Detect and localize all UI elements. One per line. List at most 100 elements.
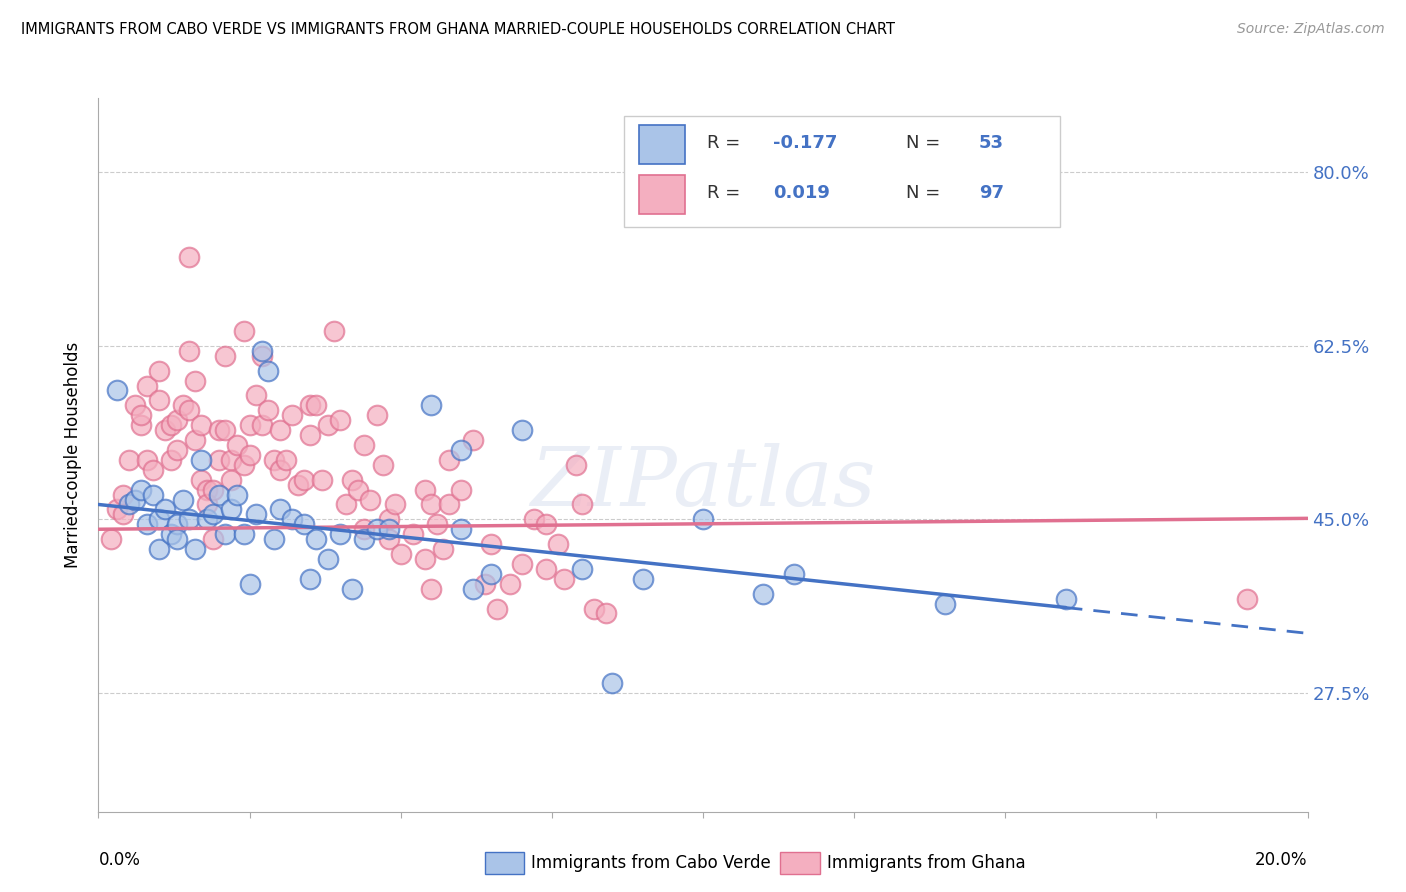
Point	[124, 398, 146, 412]
Point	[135, 378, 157, 392]
Point	[281, 409, 304, 423]
Point	[752, 587, 775, 601]
Point	[534, 562, 557, 576]
Point	[602, 676, 624, 690]
Point	[111, 508, 134, 522]
Point	[631, 572, 654, 586]
Point	[353, 438, 375, 452]
Point	[232, 458, 254, 472]
Point	[510, 557, 533, 571]
Point	[366, 409, 388, 423]
Point	[166, 517, 188, 532]
Point	[360, 492, 382, 507]
Point	[221, 502, 243, 516]
Point	[299, 428, 322, 442]
Point	[342, 473, 364, 487]
Point	[437, 498, 460, 512]
Point	[202, 532, 225, 546]
Point	[208, 453, 231, 467]
Point	[329, 413, 352, 427]
Point	[195, 512, 218, 526]
FancyBboxPatch shape	[638, 175, 685, 214]
Point	[263, 532, 285, 546]
Point	[292, 517, 315, 532]
Point	[256, 403, 278, 417]
Point	[214, 423, 236, 437]
Point	[783, 566, 806, 581]
Point	[179, 512, 201, 526]
Text: 0.019: 0.019	[773, 184, 830, 202]
Point	[347, 483, 370, 497]
Point	[239, 576, 262, 591]
Text: Source: ZipAtlas.com: Source: ZipAtlas.com	[1237, 22, 1385, 37]
Text: R =: R =	[707, 134, 745, 152]
Point	[129, 409, 152, 423]
Point	[316, 418, 339, 433]
Point	[426, 517, 449, 532]
Point	[179, 403, 201, 417]
Point	[214, 527, 236, 541]
Text: -0.177: -0.177	[773, 134, 838, 152]
Point	[148, 393, 170, 408]
Point	[263, 453, 285, 467]
Point	[1054, 591, 1077, 606]
Point	[323, 324, 346, 338]
Point	[692, 512, 714, 526]
Point	[510, 423, 533, 437]
Point	[202, 508, 225, 522]
Point	[366, 522, 388, 536]
Text: N =: N =	[905, 184, 946, 202]
Point	[420, 582, 443, 596]
FancyBboxPatch shape	[638, 125, 685, 164]
Point	[389, 547, 412, 561]
Point	[190, 473, 212, 487]
Point	[583, 601, 606, 615]
Point	[118, 453, 141, 467]
Point	[226, 487, 249, 501]
Point	[287, 477, 309, 491]
Point	[195, 498, 218, 512]
Point	[208, 423, 231, 437]
Point	[547, 537, 569, 551]
Point	[571, 498, 593, 512]
Point	[371, 458, 394, 472]
Text: R =: R =	[707, 184, 745, 202]
Point	[335, 498, 357, 512]
Point	[305, 532, 328, 546]
Point	[190, 418, 212, 433]
Point	[160, 418, 183, 433]
Point	[195, 483, 218, 497]
Point	[208, 487, 231, 501]
Point	[166, 442, 188, 457]
Point	[250, 343, 273, 358]
Point	[432, 542, 454, 557]
Point	[129, 483, 152, 497]
Point	[184, 374, 207, 388]
Point	[166, 532, 188, 546]
Point	[420, 498, 443, 512]
FancyBboxPatch shape	[624, 116, 1060, 227]
Point	[105, 502, 128, 516]
Point	[142, 487, 165, 501]
Point	[142, 463, 165, 477]
Point	[281, 512, 304, 526]
Point	[214, 349, 236, 363]
Text: Immigrants from Ghana: Immigrants from Ghana	[827, 855, 1025, 872]
Point	[232, 324, 254, 338]
Point	[463, 582, 485, 596]
Point	[353, 532, 375, 546]
Text: Immigrants from Cabo Verde: Immigrants from Cabo Verde	[531, 855, 772, 872]
Y-axis label: Married-couple Households: Married-couple Households	[65, 342, 83, 568]
Point	[934, 597, 956, 611]
Point	[450, 522, 472, 536]
Point	[202, 483, 225, 497]
Point	[148, 364, 170, 378]
Point	[402, 527, 425, 541]
Point	[148, 512, 170, 526]
Point	[160, 527, 183, 541]
Point	[166, 413, 188, 427]
Point	[111, 487, 134, 501]
Point	[245, 388, 267, 402]
Text: 97: 97	[979, 184, 1004, 202]
Point	[377, 512, 399, 526]
